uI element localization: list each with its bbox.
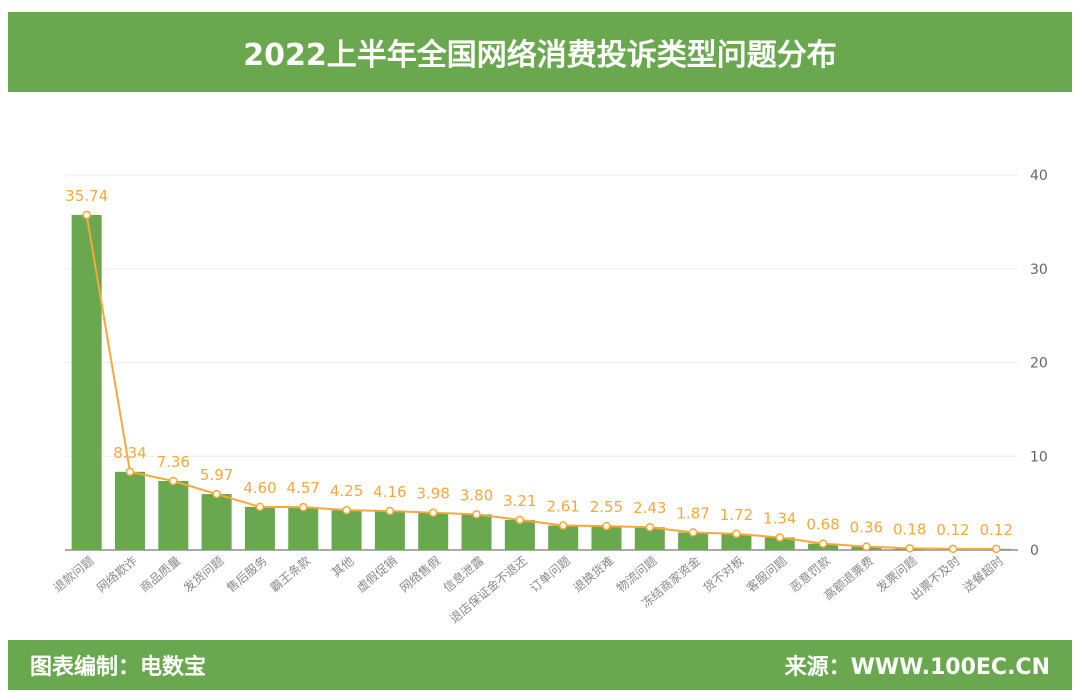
line-point [688,528,698,537]
bar [461,514,492,550]
x-tick-label: 其他 [329,554,356,580]
data-label: 2.61 [546,498,579,516]
line-point [82,210,91,220]
x-tick-label: 网络售假 [397,553,443,595]
data-label: 0.36 [850,519,883,537]
data-label: 3.21 [503,492,536,510]
data-label: 2.55 [590,498,623,516]
y-tick-label: 40 [1030,168,1048,184]
data-label: 0.12 [980,521,1013,539]
data-label: 3.98 [417,485,450,503]
bar [71,214,102,550]
data-label: 8.34 [113,444,146,462]
y-tick-label: 0 [1030,543,1039,559]
data-label: 4.57 [287,479,320,497]
chart-title: 2022上半年全国网络消费投诉类型问题分布 [243,38,837,73]
bar [114,471,145,550]
line-point [299,502,308,512]
line-point [558,521,568,530]
data-label: 0.12 [936,521,969,539]
line-point [169,476,178,486]
y-tick-label: 20 [1030,356,1048,372]
bar [591,526,622,550]
y-tick-label: 30 [1030,262,1048,278]
data-label: 1.72 [720,506,753,524]
x-tick-label: 商品质量 [137,553,183,595]
line-point [212,489,221,499]
line-point [818,539,828,548]
line-point [645,522,655,532]
line-point [385,506,395,516]
bar [678,532,709,550]
line-point [472,510,481,519]
bar [374,511,405,550]
x-tick-label: 送餐超时 [960,553,1006,595]
x-tick-label: 订单问题 [527,554,573,596]
line-point [732,529,741,539]
line-point [905,544,914,553]
x-tick-label: 客服问题 [743,553,789,595]
line-point [342,505,351,515]
line-point [602,521,611,531]
data-label: 4.25 [330,482,363,500]
bar [634,527,665,550]
data-label: 4.16 [373,483,406,501]
data-label: 4.60 [243,479,276,497]
x-tick-label: 退店保证金不退还 [447,553,530,626]
line-point [992,544,1001,554]
data-label: 0.18 [893,520,926,538]
bar [158,481,189,550]
line-point [948,544,958,554]
bar [504,519,535,550]
bar [288,507,319,550]
title-banner: 2022上半年全国网络消费投诉类型问题分布 [8,12,1072,92]
footer-banner: 图表编制：电数宝 来源：WWW.100EC.CN [8,640,1072,690]
x-tick-label: 霸王条款 [267,554,313,596]
bar [201,494,232,550]
bar [721,533,752,550]
data-label: 7.36 [157,453,190,471]
x-tick-label: 退换货难 [570,553,616,595]
line-point [428,508,438,517]
y-tick-label: 10 [1030,449,1048,465]
bar [331,510,362,550]
bar [418,512,449,550]
x-tick-label: 网络欺诈 [93,553,139,595]
footer-compiler: 图表编制：电数宝 [30,655,207,680]
data-label: 1.87 [676,504,709,522]
line-point [255,502,265,512]
line-point [515,515,525,525]
line-point [862,542,871,551]
data-label: 1.34 [763,509,796,527]
x-tick-label: 虚假促销 [354,554,400,596]
bar [764,537,795,550]
data-label: 2.43 [633,499,666,517]
line-point [775,533,784,542]
data-label: 35.74 [65,187,108,205]
line-point [125,467,135,477]
data-label: 0.68 [806,516,839,534]
footer-source: 来源：WWW.100EC.CN [784,655,1050,680]
bar [244,506,275,550]
series-line [85,214,997,550]
x-tick-label: 退款问题 [51,554,97,596]
data-label: 5.97 [200,466,233,484]
x-tick-label: 货不对板 [700,553,746,595]
x-tick-label: 发货问题 [180,553,226,595]
data-label: 3.80 [460,486,493,504]
x-tick-label: 售后服务 [223,553,269,595]
